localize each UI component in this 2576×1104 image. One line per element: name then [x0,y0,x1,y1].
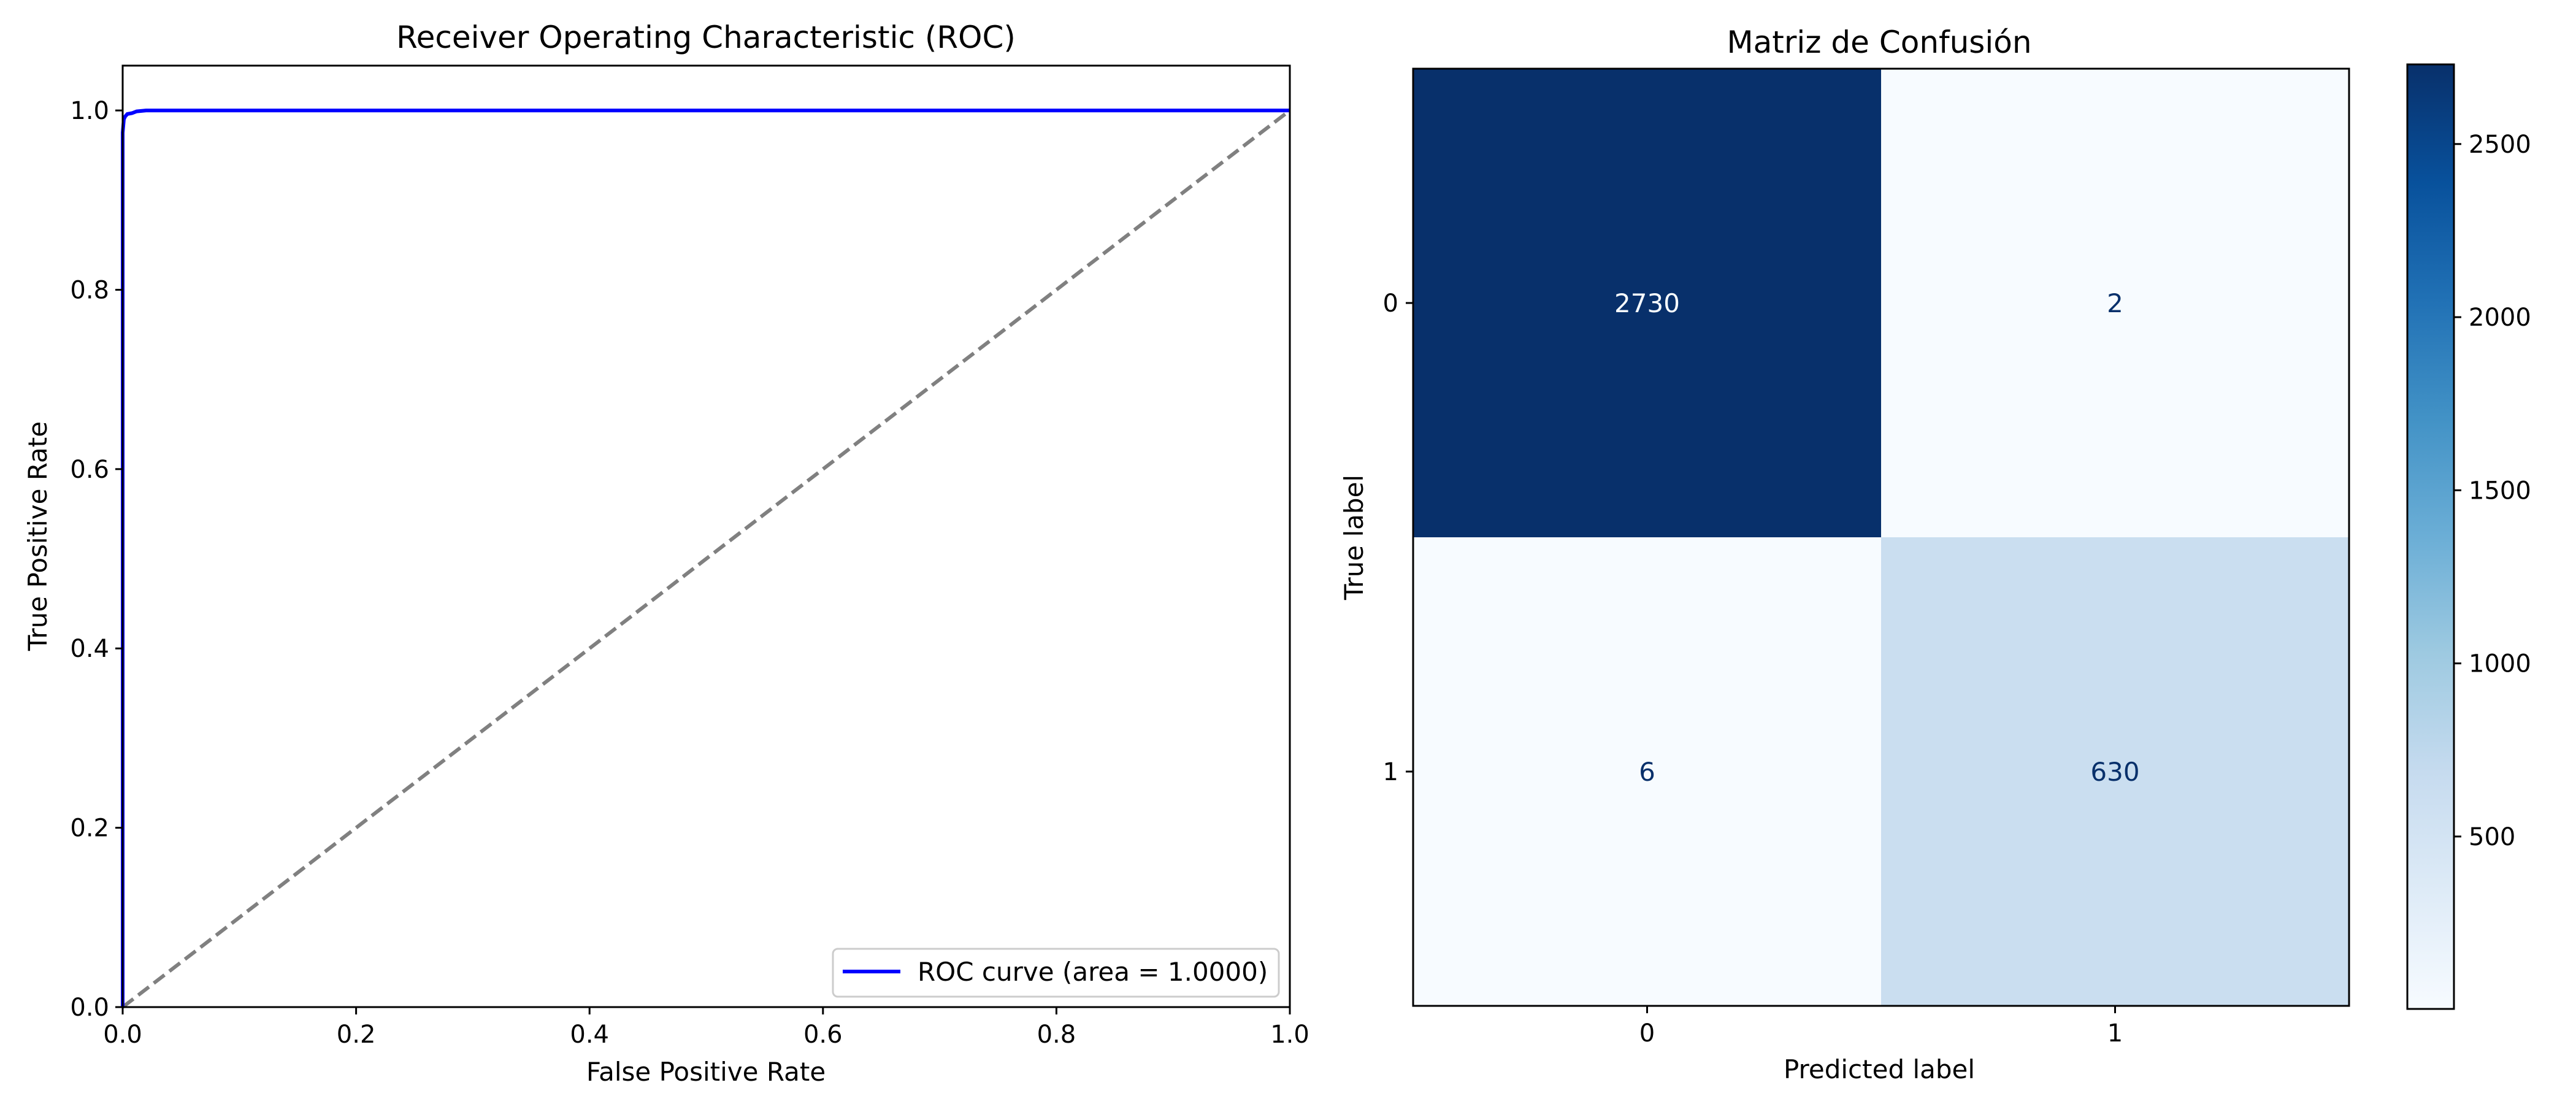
cm-cell [1881,537,2349,1006]
cm-cell [1881,69,2349,537]
legend-box [832,948,1280,998]
cm-cell-label: 6 [1639,757,1655,787]
colorbar-tick-label: 500 [2469,823,2515,851]
x-tick-label: 1.0 [1270,1021,1309,1049]
cm-x-tick-label: 1 [2107,1019,2123,1048]
y-tick-label: 0.8 [70,276,109,304]
x-tick-label: 0.6 [803,1021,843,1049]
y-tick-label: 0.6 [70,456,109,484]
y-tick-label: 1.0 [70,97,109,125]
roc-title: Receiver Operating Characteristic (ROC) [396,20,1016,55]
x-tick-label: 0.0 [103,1021,142,1049]
colorbar-tick-label: 1500 [2469,477,2531,505]
cm-cell-label: 2 [2107,288,2123,318]
cm-y-axis: 01 [1383,289,1413,786]
cm-colorbar: 500 1000 1500 2000 2500 [2406,63,2531,1010]
roc-y-axis: 0.0 0.2 0.4 0.6 0.8 1.0 [70,97,123,1022]
colorbar-gradient [2406,63,2455,1010]
colorbar-tick-label: 2500 [2469,131,2531,159]
x-tick-label: 0.8 [1037,1021,1076,1049]
y-tick-label: 0.0 [70,994,109,1022]
cm-cell [1413,69,1881,537]
cm-x-tick-label: 0 [1639,1019,1655,1048]
chance-diagonal-line [121,109,1291,1009]
x-tick-label: 0.4 [570,1021,609,1049]
y-tick-label: 0.4 [70,635,109,663]
roc-legend: ROC curve (area = 1.0000) [832,948,1280,998]
cm-y-tick-label: 1 [1383,758,1398,786]
colorbar-ticks: 500 1000 1500 2000 2500 [2454,131,2531,851]
cm-axes-frame [1412,67,2350,1007]
cm-y-tick-label: 0 [1383,289,1398,318]
cm-cells: 2730 2 6 630 [1413,69,2349,1006]
x-tick-label: 0.2 [337,1021,376,1049]
roc-axes-frame [121,64,1291,1008]
cm-cell-label: 2730 [1614,288,1680,318]
colorbar-tick-label: 1000 [2469,650,2531,678]
cm-x-axis-label: Predicted label [1784,1054,1975,1084]
legend-label: ROC curve (area = 1.0000) [918,957,1268,987]
colorbar-tick-label: 2000 [2469,304,2531,332]
y-tick-label: 0.2 [70,815,109,843]
roc-chart: Receiver Operating Characteristic (ROC) … [23,20,1309,1087]
roc-x-axis: 0.0 0.2 0.4 0.6 0.8 1.0 [103,1007,1309,1049]
cm-cell-label: 630 [2090,757,2139,787]
cm-cell [1413,537,1881,1006]
roc-x-axis-label: False Positive Rate [586,1057,826,1087]
cm-title: Matriz de Confusión [1727,25,2031,60]
roc-y-axis-label: True Positive Rate [23,421,53,651]
cm-y-axis-label: True label [1339,475,1369,600]
